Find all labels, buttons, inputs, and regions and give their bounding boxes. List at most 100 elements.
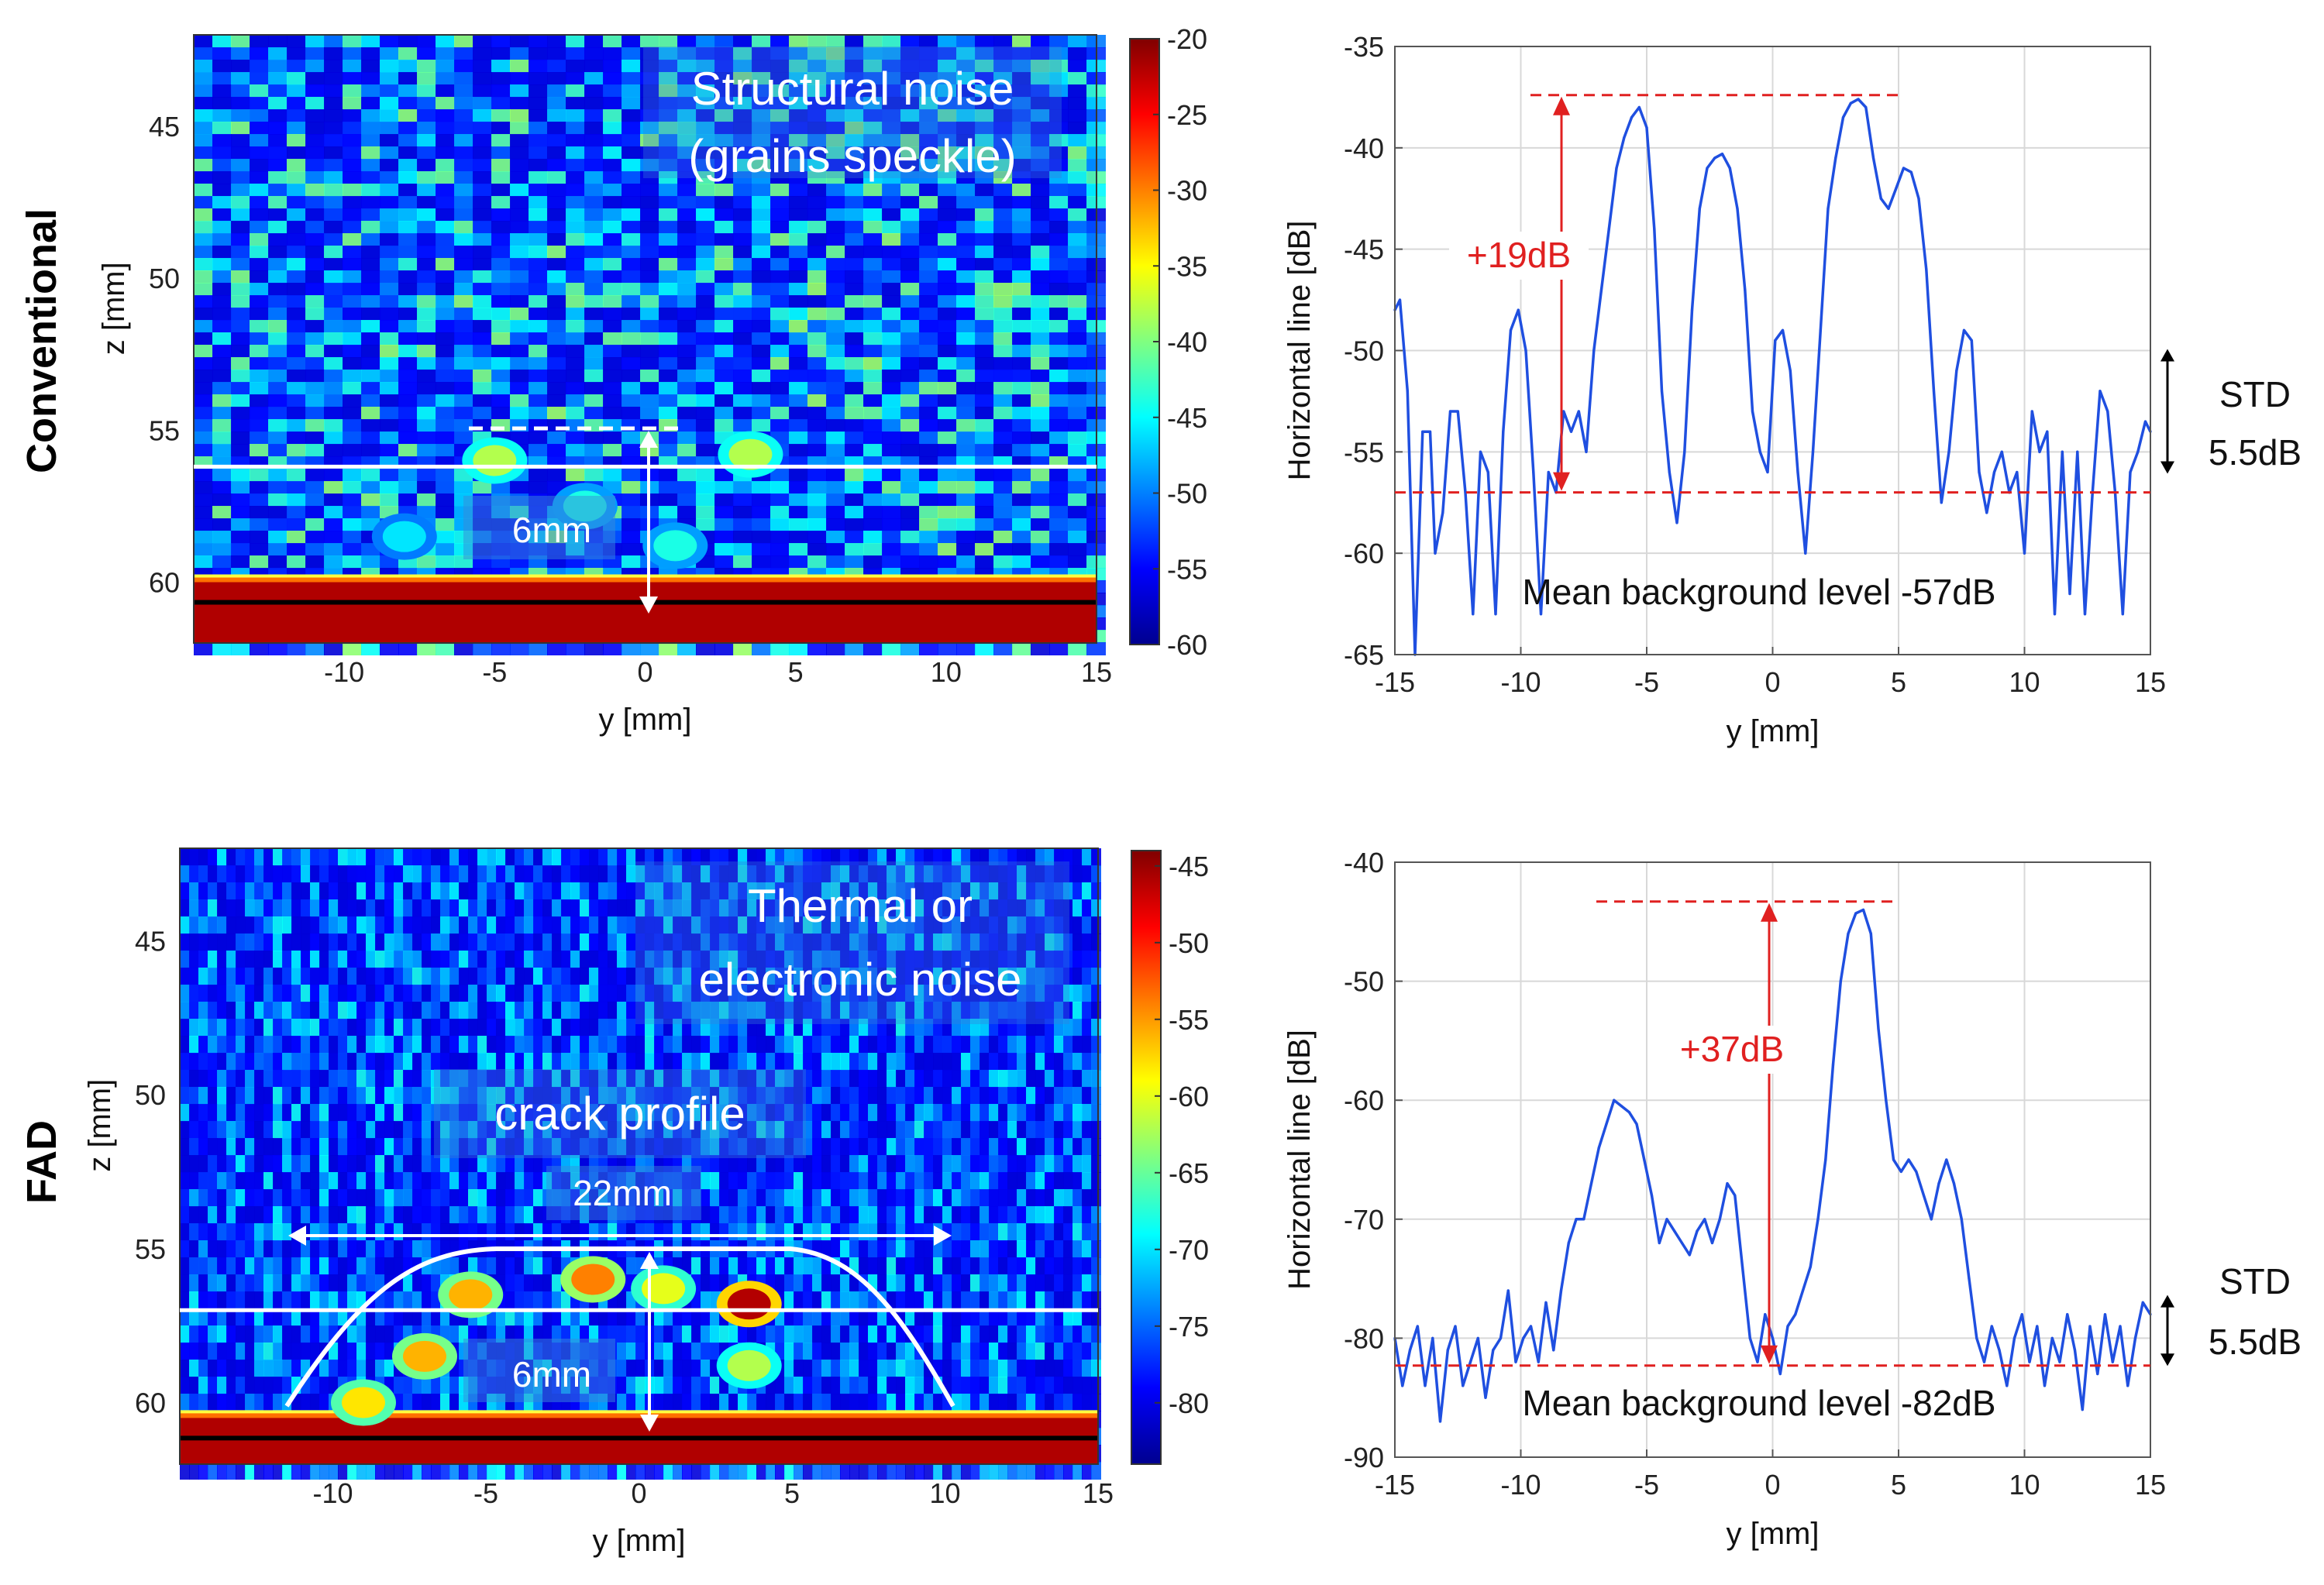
noise-cell bbox=[329, 1053, 339, 1071]
noise-cell bbox=[770, 146, 790, 160]
noise-cell bbox=[868, 1206, 878, 1224]
noise-cell bbox=[394, 933, 404, 951]
noise-cell bbox=[714, 146, 734, 160]
noise-cell bbox=[380, 208, 399, 222]
noise-cell bbox=[417, 97, 436, 110]
noise-cell bbox=[775, 848, 785, 866]
noise-cell bbox=[324, 35, 343, 48]
noise-cell bbox=[417, 555, 436, 569]
noise-cell bbox=[821, 1104, 831, 1122]
noise-cell bbox=[789, 320, 808, 333]
noise-cell bbox=[510, 642, 529, 655]
noise-cell bbox=[919, 394, 938, 407]
noise-cell bbox=[1031, 208, 1050, 222]
annotation-box bbox=[643, 46, 1062, 178]
x-tick-label: 10 bbox=[2009, 666, 2040, 698]
noise-cell bbox=[417, 357, 436, 370]
noise-cell bbox=[826, 159, 845, 172]
noise-cell bbox=[1007, 1087, 1017, 1105]
noise-cell bbox=[180, 1240, 190, 1258]
data-point bbox=[1992, 470, 1996, 474]
noise-cell bbox=[194, 394, 213, 407]
noise-cell bbox=[305, 146, 325, 160]
noise-cell bbox=[1017, 899, 1027, 917]
noise-cell bbox=[617, 848, 627, 866]
y-tick-label: -35 bbox=[1344, 31, 1384, 63]
noise-cell bbox=[1091, 1189, 1101, 1207]
noise-cell bbox=[1017, 1036, 1027, 1054]
noise-cell bbox=[714, 308, 734, 321]
noise-cell bbox=[608, 1036, 618, 1054]
noise-cell bbox=[268, 122, 287, 135]
noise-cell bbox=[919, 444, 938, 457]
noise-cell bbox=[589, 916, 599, 934]
noise-cell bbox=[454, 146, 473, 160]
noise-cell bbox=[398, 196, 418, 209]
noise-cell bbox=[305, 555, 325, 569]
noise-cell bbox=[208, 1172, 218, 1190]
noise-cell bbox=[338, 1036, 348, 1054]
noise-cell bbox=[868, 1053, 878, 1071]
noise-cell bbox=[770, 72, 790, 85]
noise-cell bbox=[733, 555, 752, 569]
noise-cell bbox=[343, 308, 362, 321]
data-point bbox=[1887, 207, 1890, 210]
noise-cell bbox=[245, 1087, 255, 1105]
noise-cell bbox=[584, 84, 604, 98]
noise-cell bbox=[226, 882, 236, 900]
noise-cell bbox=[180, 951, 190, 968]
noise-cell bbox=[989, 1087, 999, 1105]
noise-cell bbox=[366, 1053, 376, 1071]
noise-cell bbox=[189, 968, 199, 985]
noise-cell bbox=[733, 543, 752, 556]
noise-cell bbox=[766, 865, 776, 883]
noise-cell bbox=[250, 394, 269, 407]
noise-cell bbox=[515, 1172, 525, 1190]
noise-cell bbox=[440, 865, 450, 883]
noise-cell bbox=[496, 1053, 506, 1071]
noise-cell bbox=[677, 146, 697, 160]
noise-cell bbox=[877, 1036, 887, 1054]
noise-cell bbox=[384, 1138, 394, 1156]
noise-cell bbox=[617, 1019, 627, 1037]
noise-cell bbox=[180, 1155, 190, 1173]
noise-cell bbox=[677, 407, 697, 420]
noise-cell bbox=[747, 865, 757, 883]
noise-cell bbox=[1012, 444, 1031, 457]
noise-cell bbox=[547, 444, 566, 457]
noise-cell bbox=[398, 221, 418, 234]
data-point bbox=[1456, 410, 1459, 413]
noise-cell bbox=[329, 1223, 339, 1241]
noise-cell bbox=[961, 1087, 971, 1105]
mean-background-label: Mean background level -57dB bbox=[1522, 572, 1995, 612]
noise-cell bbox=[608, 882, 618, 900]
noise-cell bbox=[942, 916, 952, 934]
noise-cell bbox=[789, 35, 808, 48]
noise-cell bbox=[268, 469, 287, 482]
noise-cell bbox=[394, 951, 404, 968]
noise-cell bbox=[566, 72, 585, 85]
noise-cell bbox=[547, 233, 566, 246]
noise-cell bbox=[412, 985, 422, 1002]
noise-cell bbox=[566, 320, 585, 333]
data-point bbox=[1909, 170, 1913, 174]
data-point bbox=[1675, 521, 1678, 524]
noise-cell bbox=[1063, 1138, 1073, 1156]
noise-cell bbox=[398, 47, 418, 60]
noise-cell bbox=[993, 543, 1013, 556]
noise-cell bbox=[626, 916, 636, 934]
noise-cell bbox=[528, 444, 548, 457]
noise-cell bbox=[942, 1036, 952, 1054]
data-point bbox=[2076, 450, 2079, 453]
noise-cell bbox=[454, 283, 473, 296]
noise-cell bbox=[208, 1002, 218, 1019]
noise-cell bbox=[384, 916, 394, 934]
noise-cell bbox=[956, 407, 976, 420]
noise-cell bbox=[659, 109, 678, 122]
noise-cell bbox=[1035, 1189, 1045, 1207]
noise-cell bbox=[268, 109, 287, 122]
noise-cell bbox=[1063, 1223, 1073, 1241]
noise-cell bbox=[403, 1087, 413, 1105]
noise-cell bbox=[510, 295, 529, 308]
noise-cell bbox=[696, 84, 715, 98]
